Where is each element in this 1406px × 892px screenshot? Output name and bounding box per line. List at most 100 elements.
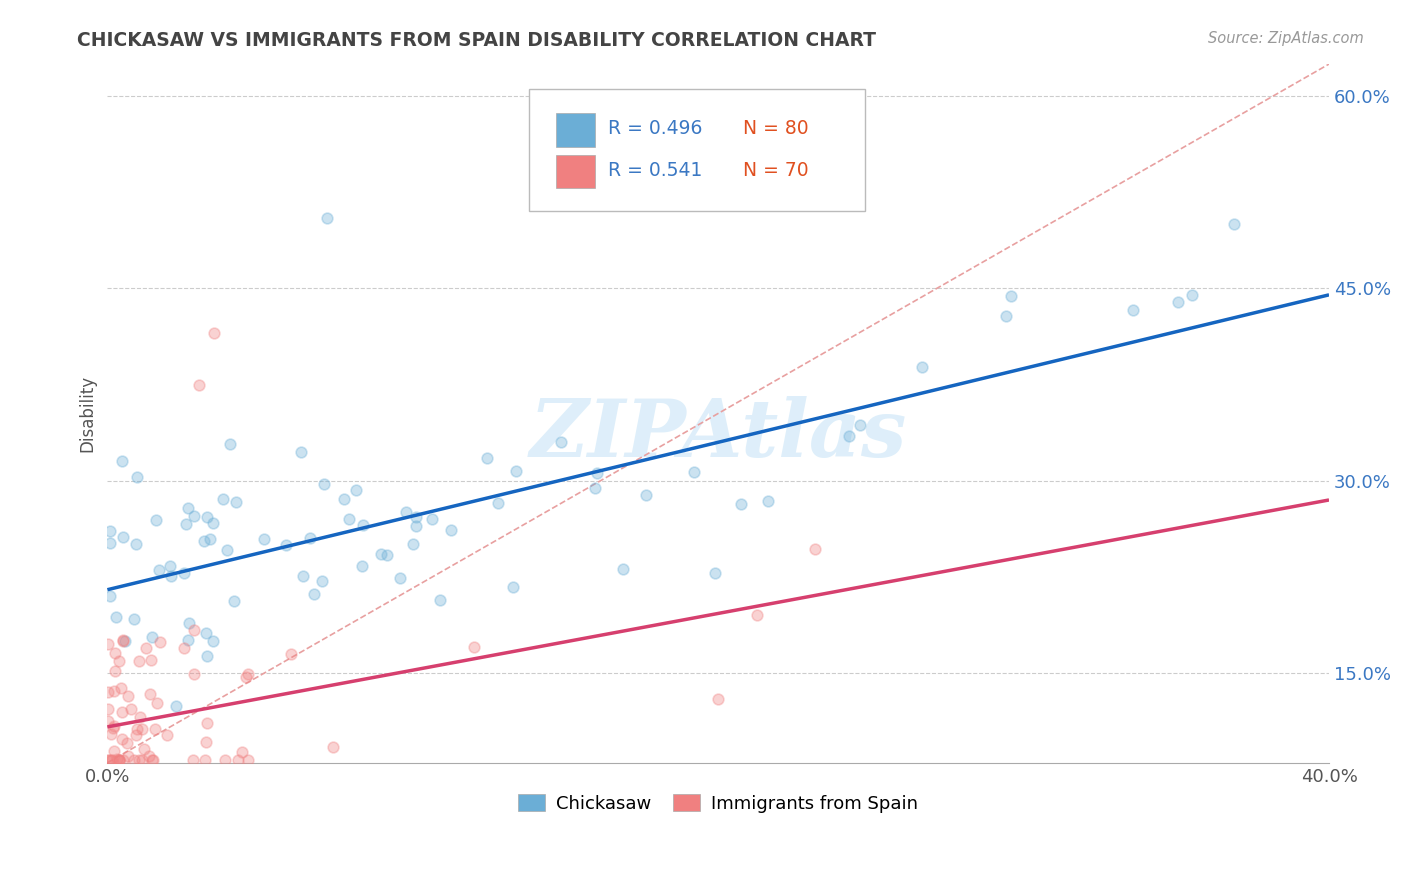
Point	[405, 510, 427, 524]
Point	[143, 722, 166, 736]
Point	[111, 530, 134, 544]
Point	[160, 568, 183, 582]
Point	[127, 722, 149, 736]
Point	[298, 531, 321, 545]
Point	[173, 640, 195, 655]
Point	[111, 731, 134, 746]
Point	[586, 466, 609, 480]
Point	[612, 562, 634, 576]
Point	[316, 211, 339, 225]
Point	[290, 445, 312, 459]
Text: R = 0.496: R = 0.496	[609, 119, 703, 138]
Point	[108, 753, 131, 767]
Point	[231, 745, 253, 759]
Point	[159, 558, 181, 573]
Point	[141, 753, 163, 767]
Text: CHICKASAW VS IMMIGRANTS FROM SPAIN DISABILITY CORRELATION CHART: CHICKASAW VS IMMIGRANTS FROM SPAIN DISAB…	[77, 31, 876, 50]
Point	[120, 702, 142, 716]
Point	[156, 728, 179, 742]
Point	[125, 728, 148, 742]
Point	[100, 589, 122, 603]
Point	[212, 491, 235, 506]
Point	[174, 516, 197, 531]
Point	[177, 501, 200, 516]
Point	[100, 524, 122, 539]
Point	[333, 491, 356, 506]
Point	[707, 691, 730, 706]
Point	[311, 574, 333, 588]
Point	[183, 666, 205, 681]
Y-axis label: Disability: Disability	[79, 375, 96, 452]
Point	[195, 509, 218, 524]
Point	[388, 571, 411, 585]
Text: R = 0.541: R = 0.541	[609, 161, 703, 180]
Bar	[555, 113, 595, 146]
Point	[97, 714, 120, 729]
Point	[128, 654, 150, 668]
Text: Source: ZipAtlas.com: Source: ZipAtlas.com	[1208, 31, 1364, 46]
Point	[127, 470, 149, 484]
Point	[235, 670, 257, 684]
Point	[97, 684, 120, 698]
Point	[703, 566, 725, 581]
Point	[177, 616, 200, 631]
Point	[145, 513, 167, 527]
Point	[100, 536, 122, 550]
Point	[756, 494, 779, 508]
Point	[225, 495, 247, 509]
Point	[238, 753, 260, 767]
Point	[337, 512, 360, 526]
Point	[125, 537, 148, 551]
Point	[108, 753, 131, 767]
Point	[1000, 289, 1022, 303]
Point	[101, 753, 124, 767]
FancyBboxPatch shape	[529, 88, 865, 211]
Point	[228, 753, 250, 767]
Point	[117, 749, 139, 764]
Point	[274, 538, 297, 552]
Point	[181, 753, 204, 767]
Point	[138, 749, 160, 764]
Point	[202, 326, 225, 341]
Point	[195, 735, 218, 749]
Point	[236, 667, 259, 681]
Text: N = 70: N = 70	[742, 161, 808, 180]
Point	[1167, 295, 1189, 310]
Point	[402, 537, 425, 551]
Point	[804, 542, 827, 557]
Point	[440, 523, 463, 537]
Point	[201, 634, 224, 648]
Point	[131, 723, 153, 737]
Point	[103, 684, 125, 698]
Point	[108, 753, 131, 767]
Point	[111, 634, 134, 648]
Point	[322, 739, 344, 754]
Point	[111, 632, 134, 647]
Point	[994, 309, 1017, 323]
Point	[745, 608, 768, 623]
Point	[183, 509, 205, 524]
Point	[214, 753, 236, 767]
Point	[583, 481, 606, 495]
Point	[429, 592, 451, 607]
Point	[302, 586, 325, 600]
Point	[107, 654, 129, 668]
Point	[111, 705, 134, 719]
Point	[352, 558, 374, 573]
Point	[104, 646, 127, 660]
Point	[405, 519, 427, 533]
Point	[122, 753, 145, 767]
Point	[394, 504, 416, 518]
Point	[105, 751, 128, 765]
Point	[194, 753, 217, 767]
Point	[195, 716, 218, 731]
Legend: Chickasaw, Immigrants from Spain: Chickasaw, Immigrants from Spain	[512, 787, 925, 820]
Point	[139, 653, 162, 667]
Point	[730, 497, 752, 511]
Point	[110, 681, 132, 696]
Point	[420, 512, 443, 526]
Point	[148, 563, 170, 577]
Point	[128, 753, 150, 767]
Point	[550, 434, 572, 449]
Point	[370, 547, 392, 561]
